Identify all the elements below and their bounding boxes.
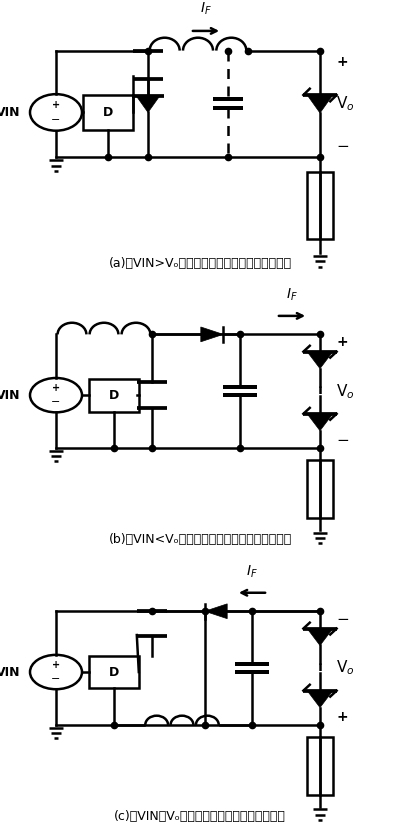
Polygon shape: [307, 628, 333, 645]
Text: +: +: [336, 55, 348, 69]
Bar: [83, 95, 133, 130]
Text: (b)当VIN<Vₒ时采用升压，输出电容器为必需件: (b)当VIN<Vₒ时采用升压，输出电容器为必需件: [108, 533, 292, 546]
Polygon shape: [136, 96, 160, 112]
Polygon shape: [307, 690, 333, 707]
Text: VIN: VIN: [0, 106, 20, 119]
Text: −: −: [51, 675, 61, 685]
Bar: [89, 378, 139, 412]
Text: −: −: [51, 115, 61, 125]
Polygon shape: [205, 604, 227, 618]
Text: VIN: VIN: [0, 388, 20, 402]
Text: D: D: [109, 665, 119, 679]
Text: D: D: [109, 388, 119, 402]
Bar: [307, 172, 333, 238]
Bar: [307, 737, 333, 795]
Text: +: +: [52, 659, 60, 670]
Text: +: +: [336, 336, 348, 349]
Text: −: −: [336, 138, 349, 154]
Text: V$_o$: V$_o$: [336, 95, 355, 113]
Text: (c)当VIN和Vₒ重叠时采用降升压，有许多拓扑: (c)当VIN和Vₒ重叠时采用降升压，有许多拓扑: [114, 810, 286, 823]
Text: $I_F$: $I_F$: [200, 1, 212, 17]
Polygon shape: [307, 352, 333, 368]
Bar: [89, 655, 139, 689]
Text: −: −: [51, 398, 61, 408]
Bar: [307, 461, 333, 518]
Text: +: +: [52, 383, 60, 393]
Text: $I_F$: $I_F$: [286, 286, 298, 303]
Text: V$_o$: V$_o$: [336, 382, 355, 400]
Text: V$_o$: V$_o$: [336, 659, 355, 677]
Text: +: +: [336, 710, 348, 724]
Polygon shape: [307, 95, 333, 113]
Text: $I_F$: $I_F$: [246, 563, 258, 580]
Polygon shape: [307, 414, 333, 430]
Text: (a)当VIN>Vₒ时采用降压，输出电容器为可选件: (a)当VIN>Vₒ时采用降压，输出电容器为可选件: [108, 257, 292, 270]
Text: −: −: [336, 433, 349, 447]
Text: D: D: [103, 106, 113, 119]
Polygon shape: [201, 327, 223, 341]
Text: +: +: [52, 100, 60, 110]
Text: VIN: VIN: [0, 665, 20, 679]
Text: −: −: [336, 612, 349, 627]
